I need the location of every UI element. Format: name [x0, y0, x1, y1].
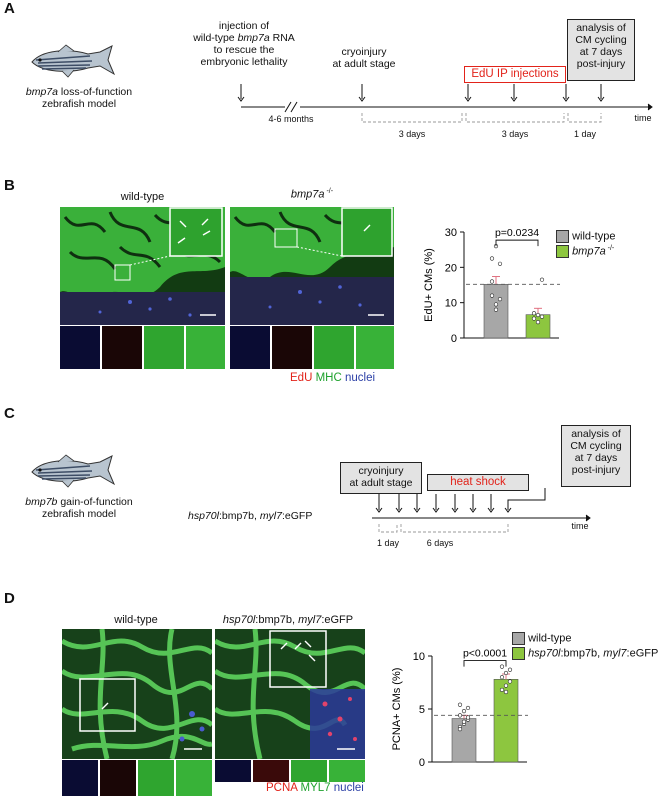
- data-point: [461, 709, 467, 714]
- data-point: [507, 679, 513, 684]
- data-point: [531, 316, 537, 321]
- bar-chart-d: 0 5 10 PCNA+ CMs (%) p<0.0001: [391, 648, 528, 769]
- break-label: 4-6 months: [268, 114, 314, 124]
- y-tick-label: 5: [419, 704, 425, 716]
- time-label-a: time: [634, 113, 652, 123]
- micrograph-title-wt-b: wild-type: [120, 191, 165, 203]
- data-point: [497, 261, 503, 266]
- interval-label-a3: 1 day: [573, 129, 597, 139]
- stain-b-label: MYL7: [300, 782, 331, 794]
- data-point: [503, 670, 509, 676]
- micrograph-title-wt-d: wild-type: [114, 614, 158, 626]
- data-point: [465, 715, 471, 720]
- data-point: [539, 277, 545, 282]
- y-tick-label: 30: [445, 227, 457, 239]
- data-point: [539, 314, 545, 319]
- data-point: [499, 675, 505, 680]
- significance-bracket: [495, 239, 539, 247]
- interval-label-c1: 1 day: [376, 538, 400, 548]
- analysis-box-a: analysis of CM cycling at 7 days post-injur…: [567, 19, 635, 81]
- data-point: [507, 667, 513, 672]
- zebrafish-icon: [31, 44, 116, 78]
- genotype-label-c: hsp70l:bmp7b, myl7:eGFP: [188, 510, 313, 522]
- bar-chart-b: 0 10 20 30 EdU+ CMs (%) p=0.0234: [423, 227, 560, 345]
- panel-letter-a: A: [4, 0, 15, 17]
- stain-c-label: nuclei: [344, 372, 376, 384]
- y-tick-label: 0: [451, 333, 457, 345]
- y-tick-label: 20: [445, 262, 457, 274]
- data-point: [499, 664, 505, 669]
- data-point: [493, 302, 499, 307]
- y-axis-label: PCNA+ CMs (%): [391, 668, 403, 751]
- time-label-c: time: [571, 521, 589, 531]
- p-value-label: p<0.0001: [463, 648, 507, 660]
- legend-item-tg-d: hsp70l:bmp7b, myl7:eGFP: [512, 647, 658, 660]
- data-point: [499, 687, 505, 693]
- micrograph-wt-d: [62, 629, 212, 759]
- channel-strip-tg-d: [215, 760, 365, 784]
- zebrafish-icon: [31, 454, 116, 488]
- legend-item-wt-d: wild-type: [512, 632, 658, 645]
- timeline-c: [372, 488, 591, 533]
- bar: [451, 718, 477, 763]
- model-label-c: bmp7b gain-of-function zebrafish model: [25, 496, 133, 520]
- data-point: [535, 312, 541, 318]
- data-point: [489, 293, 495, 298]
- data-point: [457, 702, 463, 707]
- data-point: [457, 727, 463, 732]
- channel-strip-wt-b: [60, 326, 225, 369]
- stain-legend-d: PCNA MYL7 nuclei: [266, 782, 364, 794]
- legend-b: wild-type bmp7a -/-: [556, 230, 615, 259]
- stain-a-label: EdU: [290, 372, 313, 384]
- micrograph-title-tg-d: hsp70l:bmp7b, myl7:eGFP: [222, 614, 354, 626]
- y-tick-label: 10: [413, 651, 425, 663]
- stain-legend-b: EdU MHC nuclei: [290, 372, 375, 384]
- data-point: [465, 705, 471, 711]
- data-point: [531, 311, 537, 316]
- bar: [525, 314, 551, 339]
- panel-letter-d: D: [4, 590, 15, 607]
- micrograph-mut-b: [230, 207, 394, 325]
- stain-c-label: nuclei: [333, 782, 364, 794]
- data-point: [461, 719, 467, 724]
- micrograph-wt-b: [60, 207, 225, 325]
- legend-item-mut-b: bmp7a -/-: [556, 245, 615, 259]
- edu-box: EdU IP injections: [464, 66, 566, 83]
- stain-b-label: MHC: [315, 372, 342, 384]
- data-point: [503, 689, 509, 695]
- heat-shock-box: heat shock: [427, 474, 529, 491]
- data-point: [503, 683, 509, 688]
- model-label-a: bmp7a loss-of-function zebrafish model: [25, 86, 133, 110]
- cryo-box-c: cryoinjury at adult stage: [340, 462, 422, 494]
- stain-a-label: PCNA: [266, 782, 298, 794]
- significance-bracket: [463, 660, 507, 667]
- channel-strip-wt-d: [62, 760, 212, 798]
- panel-letter-c: C: [4, 405, 15, 422]
- y-axis-label: EdU+ CMs (%): [423, 248, 435, 322]
- channel-strip-mut-b: [230, 326, 394, 369]
- p-value-label: p=0.0234: [495, 227, 539, 239]
- injection-text: injection of wild-type bmp7a RNA to resc…: [193, 20, 295, 68]
- micrograph-title-mut-b: bmp7a -/-: [290, 188, 334, 201]
- data-point: [535, 319, 541, 325]
- interval-label-a2: 3 days: [501, 129, 529, 139]
- legend-item-wt-b: wild-type: [556, 230, 615, 243]
- micrograph-tg-d: [215, 629, 365, 759]
- analysis-box-c: analysis of CM cycling at 7 days post-injur…: [561, 425, 631, 487]
- data-point: [489, 279, 495, 284]
- y-tick-label: 0: [419, 757, 425, 769]
- interval-label-c2: 6 days: [426, 538, 454, 548]
- timeline-a: [237, 84, 653, 123]
- interval-label-a1: 3 days: [398, 129, 426, 139]
- data-point: [493, 307, 499, 312]
- cryo-text-a: cryoinjury at adult stage: [332, 46, 396, 70]
- y-tick-label: 10: [445, 298, 457, 310]
- legend-d: wild-type hsp70l:bmp7b, myl7:eGFP: [512, 632, 658, 660]
- data-point: [497, 297, 503, 302]
- panel-letter-b: B: [4, 177, 15, 194]
- data-point: [489, 256, 495, 261]
